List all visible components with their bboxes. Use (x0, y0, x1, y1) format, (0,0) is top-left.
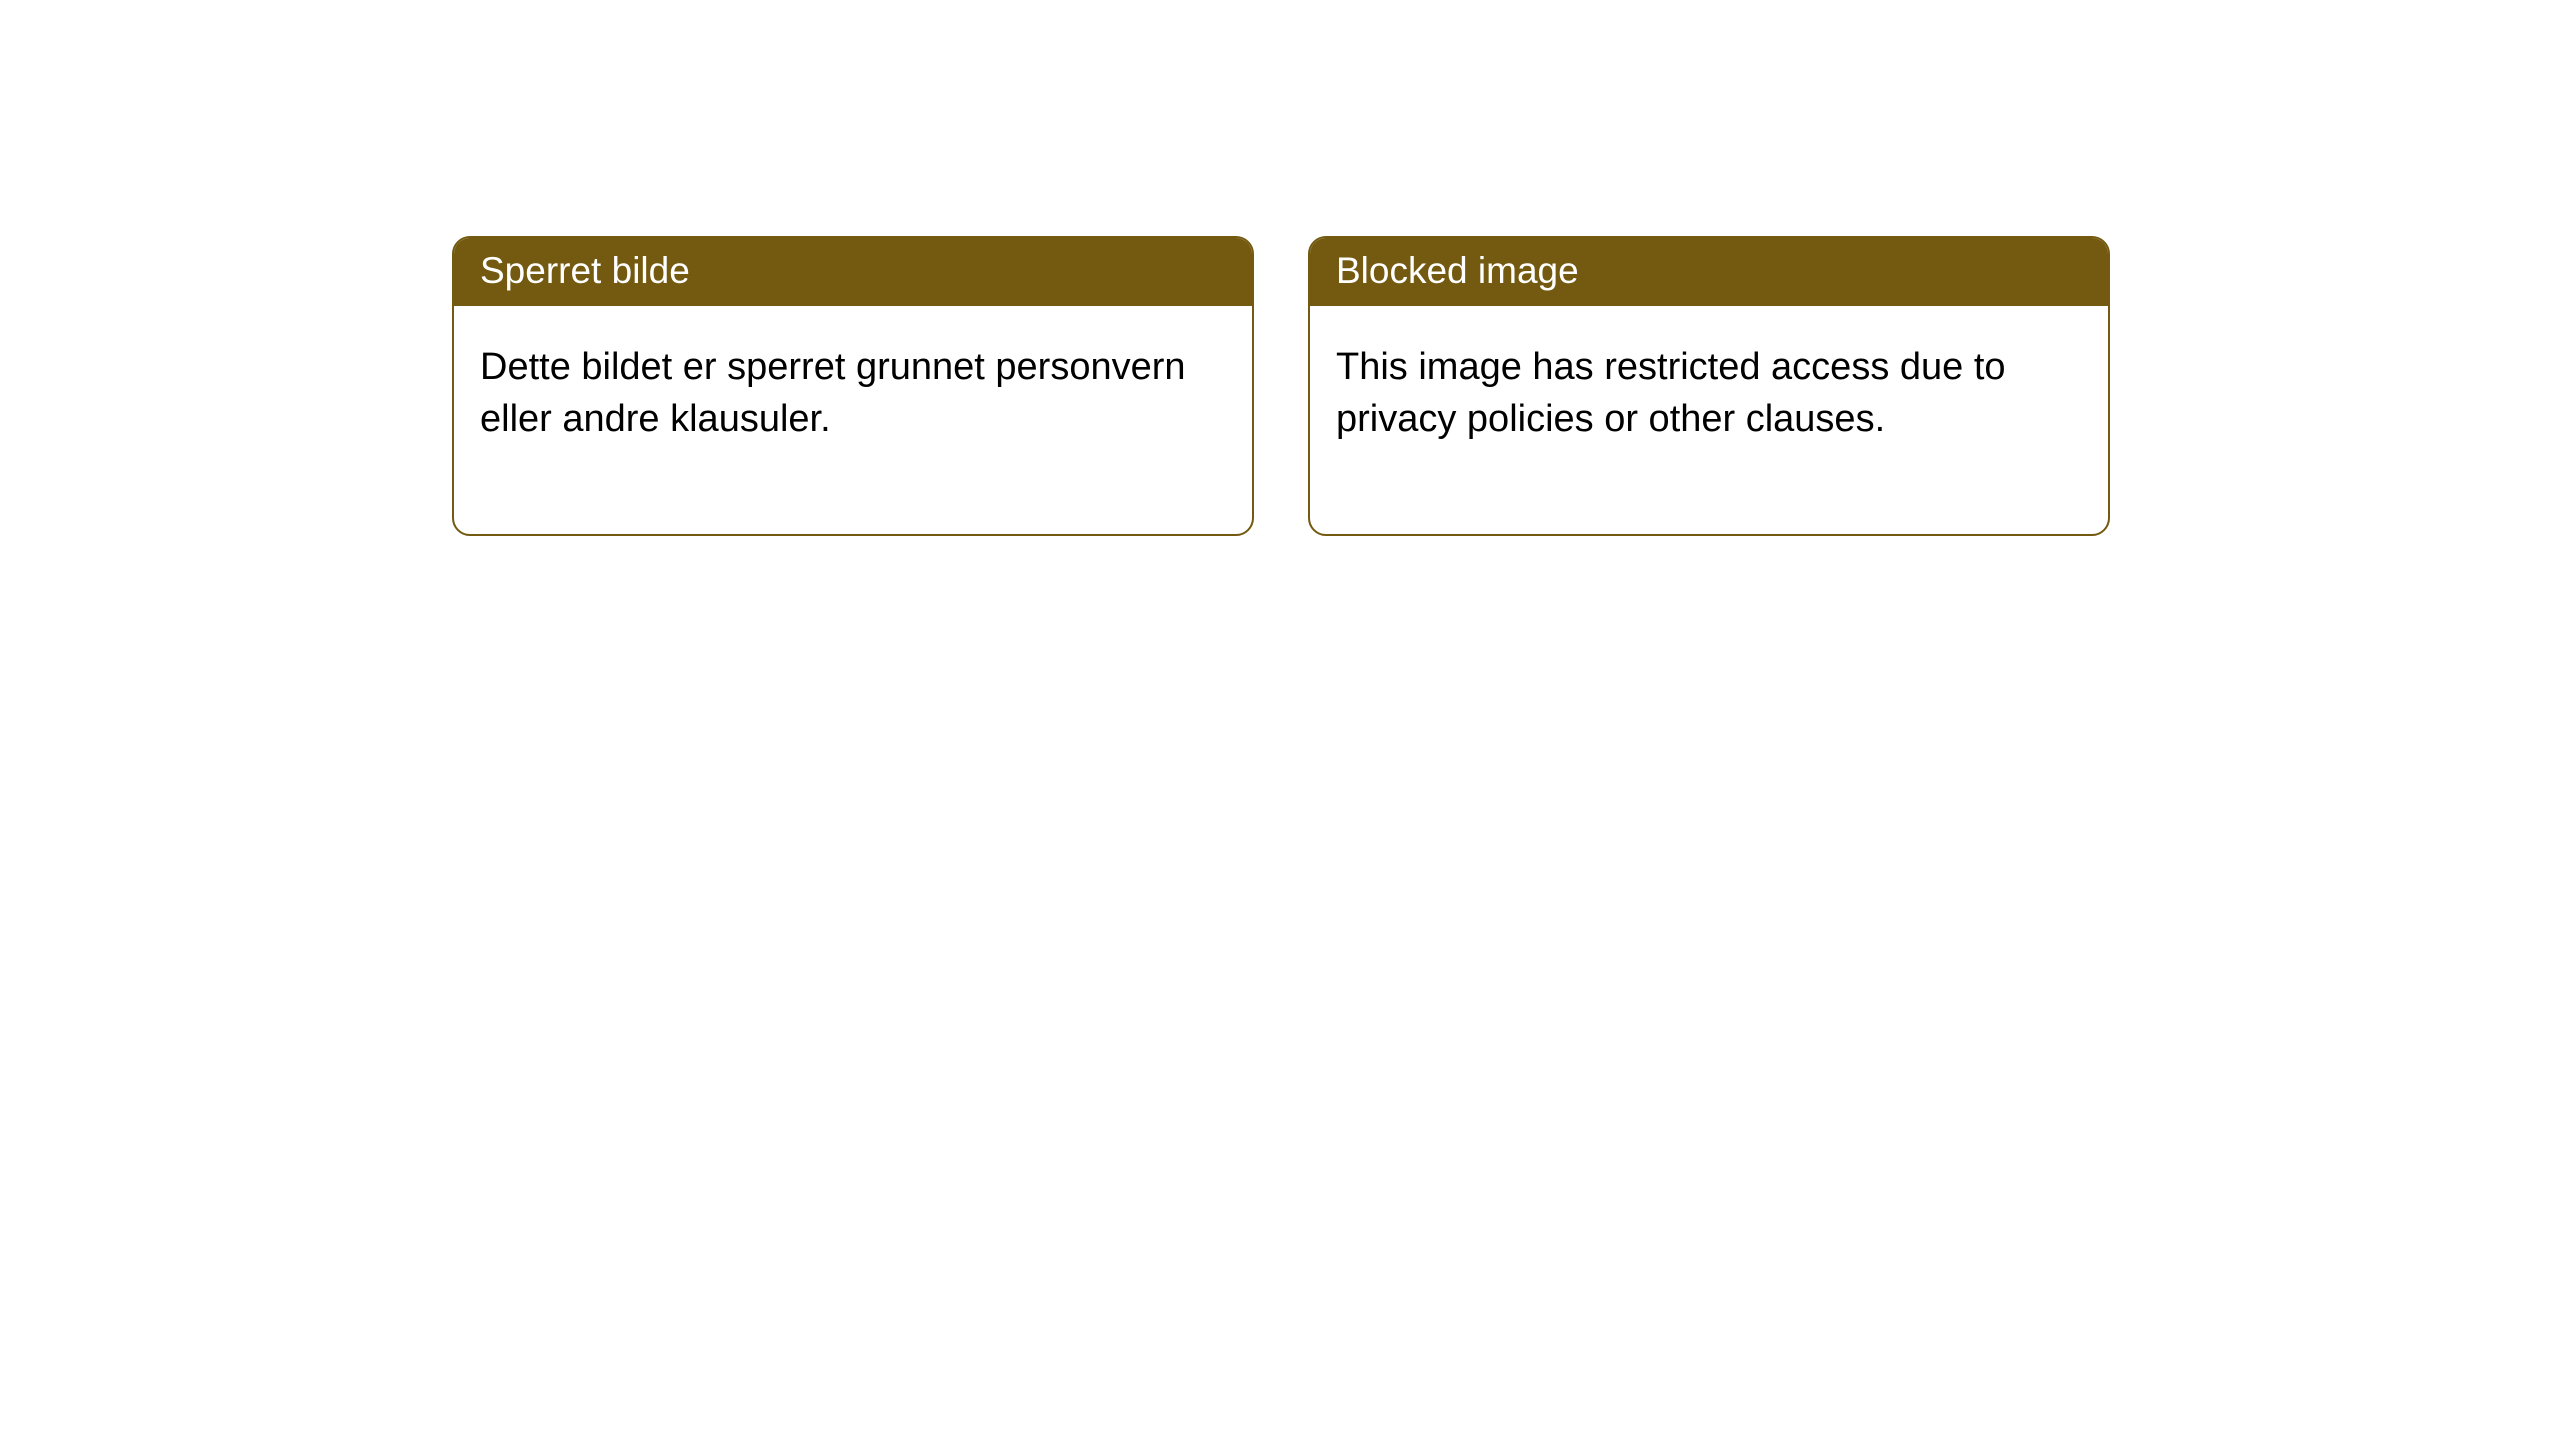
notice-card-norwegian: Sperret bilde Dette bildet er sperret gr… (452, 236, 1254, 536)
card-body: This image has restricted access due to … (1310, 306, 2108, 533)
notice-card-english: Blocked image This image has restricted … (1308, 236, 2110, 536)
notice-cards-container: Sperret bilde Dette bildet er sperret gr… (0, 0, 2560, 536)
card-header: Blocked image (1310, 238, 2108, 306)
card-body: Dette bildet er sperret grunnet personve… (454, 306, 1252, 533)
card-header: Sperret bilde (454, 238, 1252, 306)
